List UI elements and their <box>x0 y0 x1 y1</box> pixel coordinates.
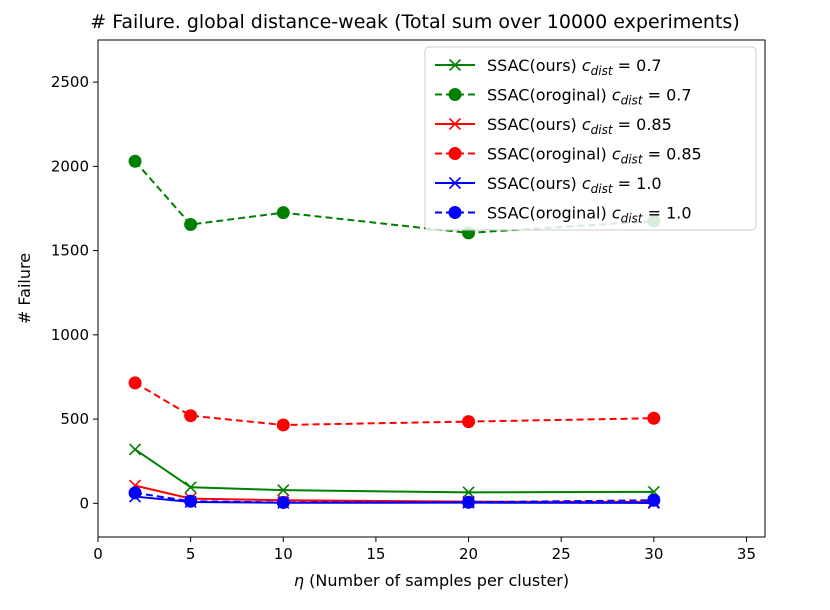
legend-label: SSAC(ours) cdist = 1.0 <box>487 174 662 196</box>
legend-label-value: = 0.7 <box>643 86 692 105</box>
legend-label: SSAC(ours) cdist = 0.7 <box>487 56 662 78</box>
data-point-circle <box>276 418 290 432</box>
data-point-circle <box>128 154 142 168</box>
y-tick-label: 2000 <box>51 157 89 175</box>
y-tick-label: 2500 <box>51 73 89 91</box>
data-point-circle <box>462 415 476 429</box>
legend-entry: SSAC(oroginal) cdist = 0.7 <box>435 86 692 108</box>
series-0 <box>128 443 660 499</box>
legend-marker <box>448 58 462 72</box>
data-point-circle <box>462 495 476 509</box>
legend-label-sub: dist <box>621 94 644 108</box>
x-tick-label: 35 <box>737 545 756 563</box>
x-tick-label: 20 <box>459 545 478 563</box>
legend-label-name: SSAC(oroginal) <box>487 145 612 164</box>
data-point-x <box>277 484 290 497</box>
x-tick-label: 15 <box>366 545 385 563</box>
y-tick-label: 0 <box>79 494 89 512</box>
chart-title: # Failure. global distance-weak (Total s… <box>90 11 739 33</box>
legend-label-value: = 1.0 <box>613 174 662 193</box>
legend-label-c: c <box>582 174 591 193</box>
y-tick-label: 500 <box>60 410 89 428</box>
x-axis-label-symbol: η <box>294 571 304 590</box>
legend-label: SSAC(oroginal) cdist = 0.85 <box>487 145 702 167</box>
data-point-circle <box>647 411 661 425</box>
x-axis-label-text: (Number of samples per cluster) <box>304 571 569 590</box>
legend-label-value: = 0.85 <box>613 115 672 134</box>
data-point-circle <box>276 495 290 509</box>
legend-label-name: SSAC(ours) <box>487 56 582 75</box>
legend-label-c: c <box>582 115 591 134</box>
data-point-x <box>128 443 142 456</box>
series-line <box>134 381 654 426</box>
data-point-circle <box>276 206 290 220</box>
legend-marker <box>448 117 462 131</box>
legend-label-name: SSAC(oroginal) <box>487 204 612 223</box>
data-point-x <box>184 481 197 494</box>
x-tick-label: 25 <box>552 545 571 563</box>
legend-label-name: SSAC(ours) <box>487 174 582 193</box>
y-tick-label: 1500 <box>51 242 89 260</box>
legend-marker <box>448 147 462 160</box>
legend-marker <box>448 206 462 219</box>
legend-entry: SSAC(ours) cdist = 0.7 <box>435 56 662 78</box>
x-axis-ticks: 0 5 10 15 20 25 30 35 <box>93 537 756 563</box>
legend-entry: SSAC(oroginal) cdist = 0.85 <box>435 145 702 167</box>
legend-label-name: SSAC(ours) <box>487 115 582 134</box>
legend-label-c: c <box>582 56 591 75</box>
legend-entry: SSAC(oroginal) cdist = 1.0 <box>435 204 692 226</box>
x-tick-label: 5 <box>186 545 196 563</box>
series-line <box>134 448 654 494</box>
data-point-circle <box>647 493 661 507</box>
legend-label-value: = 1.0 <box>643 204 692 223</box>
legend-entry: SSAC(ours) cdist = 0.85 <box>435 115 672 137</box>
x-tick-label: 10 <box>274 545 293 563</box>
legend-entry: SSAC(ours) cdist = 1.0 <box>435 174 662 196</box>
legend-label-c: c <box>612 204 621 223</box>
x-axis-label: η (Number of samples per cluster) <box>294 571 569 590</box>
legend-label-sub: dist <box>621 212 644 226</box>
legend-marker <box>448 176 462 190</box>
data-point-circle <box>128 486 142 500</box>
data-point-circle <box>184 494 198 508</box>
series-5 <box>128 486 661 509</box>
data-point-circle <box>184 409 198 423</box>
data-point-circle <box>184 217 198 231</box>
y-tick-label: 1000 <box>51 326 89 344</box>
data-point-x <box>462 486 475 499</box>
series-3 <box>128 376 661 432</box>
x-tick-label: 0 <box>93 545 103 563</box>
plot-frame <box>97 39 766 538</box>
legend-label-sub: dist <box>591 64 614 78</box>
legend-label: SSAC(oroginal) cdist = 1.0 <box>487 204 692 226</box>
legend-label-value: = 0.85 <box>643 145 702 164</box>
legend-label-sub: dist <box>621 153 644 167</box>
legend-label: SSAC(ours) cdist = 0.85 <box>487 115 672 137</box>
y-axis-label: # Failure <box>15 253 34 324</box>
legend-label-sub: dist <box>591 182 614 196</box>
legend-label-name: SSAC(oroginal) <box>487 86 612 105</box>
legend-label-value: = 0.7 <box>613 56 662 75</box>
legend-label: SSAC(oroginal) cdist = 0.7 <box>487 86 692 108</box>
legend-label-c: c <box>612 86 621 105</box>
legend-box <box>424 46 757 231</box>
legend-marker <box>448 88 462 101</box>
legend-label-c: c <box>612 145 621 164</box>
x-tick-label: 30 <box>644 545 663 563</box>
legend-label-sub: dist <box>591 123 614 137</box>
data-point-circle <box>128 376 142 390</box>
y-axis-ticks: 0 500 1000 1500 2000 2500 <box>51 73 98 512</box>
